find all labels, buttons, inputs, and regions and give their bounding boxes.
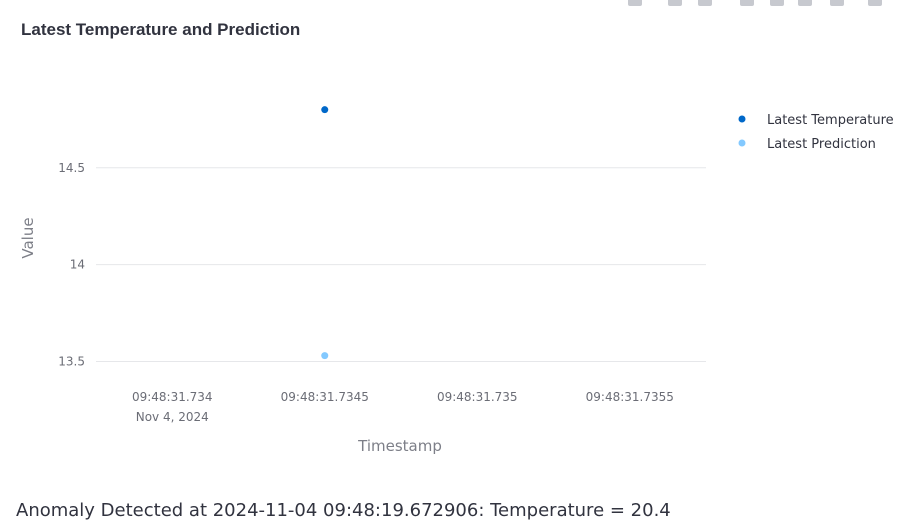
x-axis-title: Timestamp (357, 437, 442, 455)
chart-title: Latest Temperature and Prediction (21, 20, 301, 39)
data-point-temperature[interactable] (321, 106, 329, 114)
y-axis-title: Value (19, 217, 37, 258)
legend-item-label[interactable]: Latest Prediction (767, 137, 876, 152)
legend-item-label[interactable]: Latest Temperature (767, 113, 894, 128)
x-tick-sublabel: Nov 4, 2024 (136, 410, 209, 424)
zoom-out-icon[interactable] (770, 0, 784, 6)
camera-icon[interactable] (628, 0, 642, 6)
x-tick-label: 09:48:31.7355 (586, 390, 674, 404)
y-axis-ticks: 13.5 14 14.5 (58, 161, 85, 369)
x-tick-label: 09:48:31.734 (132, 390, 213, 404)
gridlines (96, 167, 706, 362)
x-tick-label: 09:48:31.7345 (281, 390, 369, 404)
x-tick-label: 09:48:31.735 (437, 390, 518, 404)
y-tick-label: 14 (70, 258, 85, 272)
legend-marker (738, 115, 746, 123)
legend-marker (738, 139, 746, 147)
reset-axes-icon[interactable] (830, 0, 844, 6)
fullscreen-icon[interactable] (868, 0, 882, 6)
pan-icon[interactable] (698, 0, 712, 6)
data-point-prediction[interactable] (321, 352, 329, 360)
zoom-icon[interactable] (668, 0, 682, 6)
y-tick-label: 13.5 (58, 354, 85, 368)
anomaly-alert-text: Anomaly Detected at 2024-11-04 09:48:19.… (16, 500, 671, 521)
zoom-in-icon[interactable] (740, 0, 754, 6)
x-axis-ticks: 09:48:31.734 Nov 4, 2024 09:48:31.7345 09:4… (132, 390, 674, 424)
y-tick-label: 14.5 (58, 161, 85, 175)
autoscale-icon[interactable] (798, 0, 812, 6)
data-points (321, 106, 329, 360)
legend[interactable]: Latest Temperature Latest Prediction (738, 113, 894, 152)
chart-modebar[interactable] (624, 0, 894, 10)
